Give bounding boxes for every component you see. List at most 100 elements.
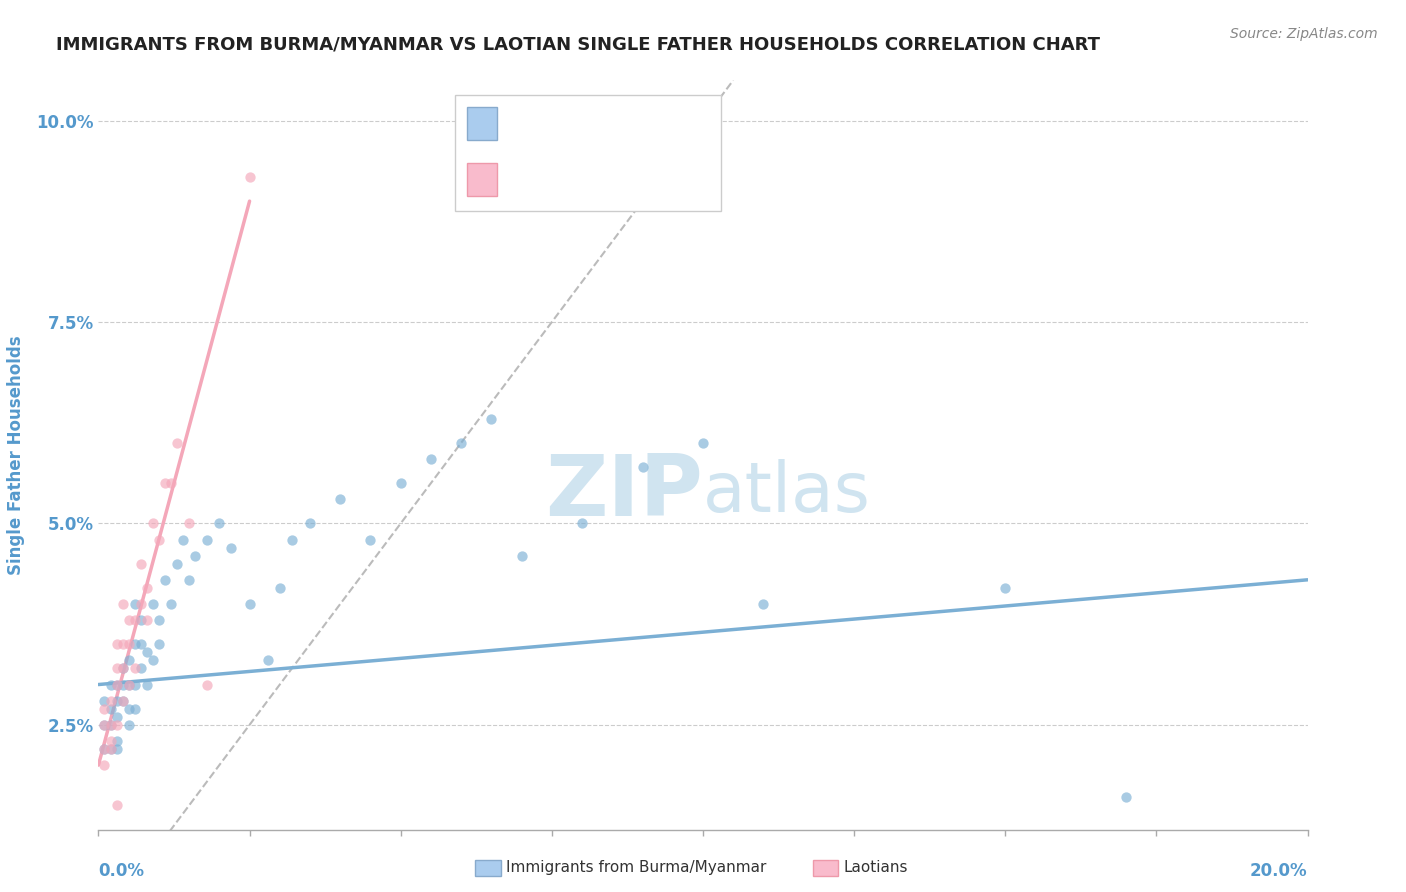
Point <box>195 677 218 691</box>
Point <box>124 661 146 675</box>
Point <box>135 645 157 659</box>
Point <box>172 533 194 547</box>
Point <box>105 718 128 732</box>
Point <box>105 734 128 748</box>
Point <box>93 718 115 732</box>
Text: atlas: atlas <box>703 458 870 526</box>
Text: N = 59: N = 59 <box>624 114 692 132</box>
Text: Laotians: Laotians <box>844 860 908 874</box>
Point <box>256 653 278 667</box>
Point <box>360 533 382 547</box>
Text: Source: ZipAtlas.com: Source: ZipAtlas.com <box>1230 27 1378 41</box>
Point <box>135 677 157 691</box>
Point <box>208 516 231 531</box>
Point <box>631 460 654 475</box>
Point <box>111 637 134 651</box>
Point <box>93 742 115 756</box>
Point <box>118 718 141 732</box>
Point <box>179 573 201 587</box>
Point <box>111 661 134 675</box>
Point <box>100 693 122 707</box>
Text: R = 0.534: R = 0.534 <box>510 170 609 188</box>
Point <box>129 613 152 627</box>
Point <box>239 597 262 611</box>
Point <box>129 637 152 651</box>
Point <box>118 613 141 627</box>
Point <box>160 476 183 491</box>
Point <box>111 693 134 707</box>
Point <box>239 169 262 184</box>
Point <box>105 798 128 813</box>
Point <box>100 742 122 756</box>
Point <box>160 597 183 611</box>
Point <box>281 533 304 547</box>
Point <box>100 718 122 732</box>
Point <box>510 549 533 563</box>
Point <box>105 677 128 691</box>
Point <box>93 718 115 732</box>
Point <box>93 758 115 772</box>
Point <box>135 581 157 595</box>
Point <box>105 710 128 724</box>
Y-axis label: Single Father Households: Single Father Households <box>7 335 25 574</box>
Point <box>142 597 165 611</box>
Text: N = 35: N = 35 <box>624 170 692 188</box>
Point <box>148 613 170 627</box>
Point <box>692 435 714 450</box>
Text: 20.0%: 20.0% <box>1250 862 1308 880</box>
Point <box>93 693 115 707</box>
Point <box>93 742 115 756</box>
Point <box>153 476 176 491</box>
Point <box>142 653 165 667</box>
Point <box>420 452 443 467</box>
Point <box>389 476 412 491</box>
Point <box>142 516 165 531</box>
Text: 0.0%: 0.0% <box>98 862 145 880</box>
Point <box>129 661 152 675</box>
Point <box>111 661 134 675</box>
Text: ZIP: ZIP <box>546 450 703 534</box>
Point <box>153 573 176 587</box>
Point <box>195 533 218 547</box>
Point <box>450 435 472 450</box>
Point <box>124 702 146 716</box>
Point <box>105 677 128 691</box>
Point <box>166 557 188 571</box>
Point <box>994 581 1017 595</box>
Point <box>100 718 122 732</box>
Point <box>105 693 128 707</box>
Text: Immigrants from Burma/Myanmar: Immigrants from Burma/Myanmar <box>506 860 766 874</box>
Point <box>111 677 134 691</box>
Point <box>93 702 115 716</box>
Point <box>100 702 122 716</box>
Point <box>105 661 128 675</box>
Text: R = 0.204: R = 0.204 <box>510 114 609 132</box>
Point <box>118 677 141 691</box>
Text: IMMIGRANTS FROM BURMA/MYANMAR VS LAOTIAN SINGLE FATHER HOUSEHOLDS CORRELATION CH: IMMIGRANTS FROM BURMA/MYANMAR VS LAOTIAN… <box>56 36 1101 54</box>
Point <box>105 742 128 756</box>
Point <box>105 637 128 651</box>
Point <box>184 549 207 563</box>
FancyBboxPatch shape <box>467 162 498 196</box>
Point <box>129 597 152 611</box>
FancyBboxPatch shape <box>456 95 721 211</box>
Point <box>148 533 170 547</box>
FancyBboxPatch shape <box>467 106 498 140</box>
Point <box>118 637 141 651</box>
Point <box>148 637 170 651</box>
Point <box>571 516 593 531</box>
Point <box>129 557 152 571</box>
Point <box>100 734 122 748</box>
Point <box>166 435 188 450</box>
Point <box>221 541 243 555</box>
Point <box>221 838 243 853</box>
Point <box>124 637 146 651</box>
Point <box>111 693 134 707</box>
Point <box>111 597 134 611</box>
Point <box>100 677 122 691</box>
Point <box>100 742 122 756</box>
Point <box>179 516 201 531</box>
Point <box>481 411 503 425</box>
Point <box>752 597 775 611</box>
Point <box>118 653 141 667</box>
